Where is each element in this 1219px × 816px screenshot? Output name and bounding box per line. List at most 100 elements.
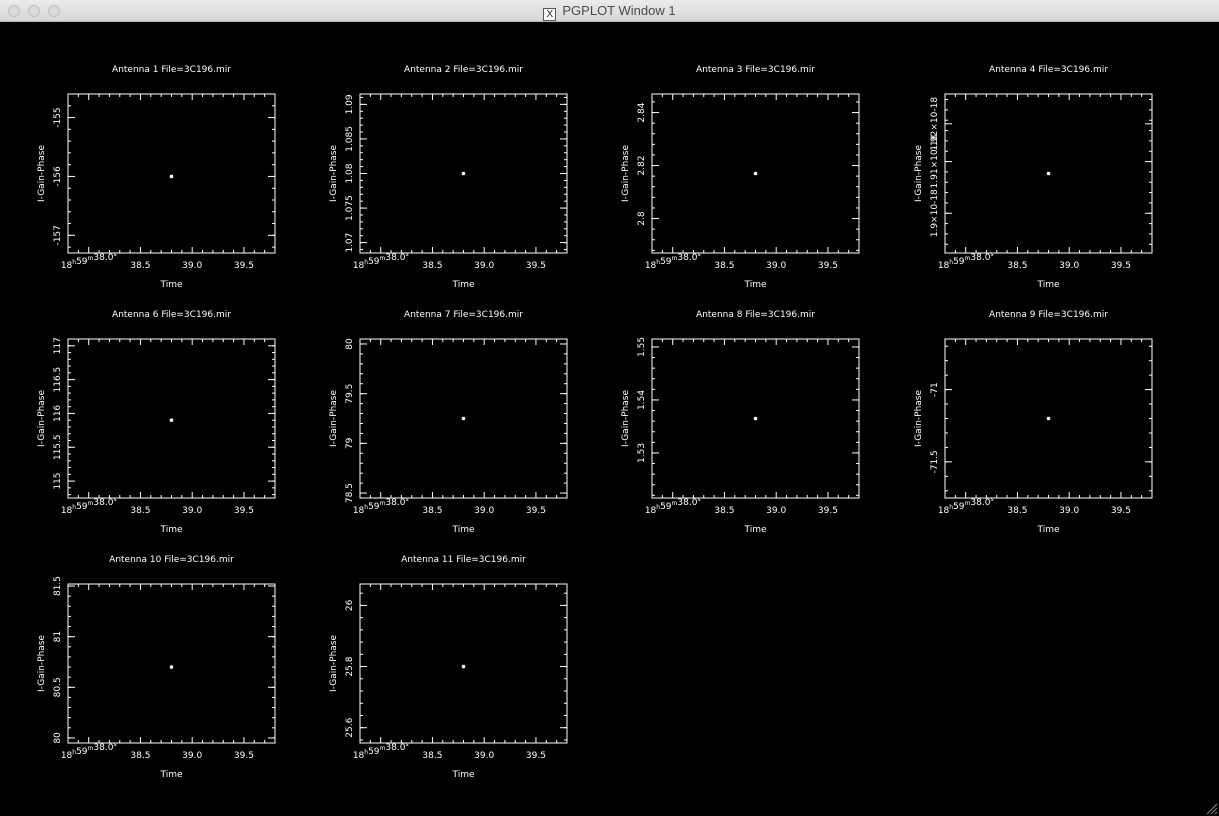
data-point [753,416,758,421]
x-tick-label: 38.5 [422,261,442,271]
y-axis-label: I-Gain-Phase [329,145,339,203]
x-tick-label: 38.5 [714,261,734,271]
y-tick-label: 26 [345,599,355,611]
plot-title: Antenna 4 File=3C196.mir [989,65,1108,75]
y-tick-label: 80 [345,338,355,350]
x-tick-label: 39.0 [1059,506,1079,516]
x-tick-label: 39.5 [818,506,838,516]
x-axis-label: Time [451,770,474,780]
x-tick-label: 39.5 [234,751,254,761]
x-tick-label: 18h59m38.0s [645,496,701,516]
x-tick-label: 39.0 [474,261,494,271]
x-tick-label: 39.0 [766,261,786,271]
data-point [461,171,466,176]
x-axis-label: Time [1036,525,1059,535]
y-tick-label: 2.82 [637,156,647,176]
x-axis-label: Time [451,525,474,535]
plot-title: Antenna 8 File=3C196.mir [696,310,815,320]
data-point [169,418,174,422]
antenna-plot-2: Antenna 2 File=3C196.mir 18h59m38.0s 38.5 3… [329,65,568,290]
antenna-plot-3: Antenna 3 File=3C196.mir 18h59m38.0s 38.5 3… [621,65,860,290]
plot-title: Antenna 3 File=3C196.mir [696,65,815,75]
y-tick-label: 1.53 [637,443,647,463]
y-tick-label: 115.5 [53,434,63,460]
y-tick-label: 80.5 [53,677,63,697]
y-tick-label: 81.5 [53,576,63,596]
plot-title: Antenna 2 File=3C196.mir [404,65,523,75]
y-tick-label: -155 [53,107,63,127]
plot-title: Antenna 9 File=3C196.mir [989,310,1108,320]
data-point [1046,416,1051,421]
x-tick-label: 38.5 [422,506,442,516]
antenna-plot-7: Antenna 8 File=3C196.mir 18h59m38.0s 38.5 3… [621,310,860,535]
y-tick-label: 1.55 [637,337,647,357]
plot-title: Antenna 1 File=3C196.mir [112,65,231,75]
x-tick-label: 39.5 [1111,261,1131,271]
plot-frame [67,583,276,744]
zoom-button[interactable] [48,5,60,17]
x-tick-label: 39.5 [234,506,254,516]
y-tick-label: 1.085 [345,126,355,152]
y-tick-label: 1.09 [345,94,355,114]
x-tick-label: 39.0 [766,506,786,516]
x-tick-label: 38.5 [1007,506,1027,516]
x-axis-label: Time [159,770,182,780]
antenna-plot-4: Antenna 4 File=3C196.mir 18h59m38.0s 38.5 3… [914,65,1153,290]
plot-frame [67,93,276,254]
y-tick-label: 116 [53,405,63,422]
minimize-button[interactable] [28,5,40,17]
x-axis-label: Time [743,525,766,535]
x-tick-label: 39.0 [182,751,202,761]
antenna-plot-9: Antenna 10 File=3C196.mir 18h59m38.0s 38.5… [37,555,276,780]
x-tick-label: 18h59m38.0s [645,251,701,271]
y-tick-label: 2.8 [637,211,647,226]
y-axis-label: I-Gain-Phase [37,635,47,693]
antenna-plot-8: Antenna 9 File=3C196.mir 18h59m38.0s 38.5 3… [914,310,1153,535]
x-tick-label: 18h59m38.0s [353,496,409,516]
y-tick-label: 25.8 [345,656,355,676]
data-point [753,171,758,176]
x-axis-label: Time [159,280,182,290]
plot-title: Antenna 6 File=3C196.mir [112,310,231,320]
y-axis-label: I-Gain-Phase [329,635,339,693]
y-tick-label: 79 [345,437,355,449]
window-title: PGPLOT Window 1 [562,3,676,18]
y-tick-label: 1.07 [345,233,355,253]
antenna-plot-5: Antenna 6 File=3C196.mir 18h59m38.0s 38.5 3… [37,310,276,535]
plot-canvas: Antenna 1 File=3C196.mir 18h59m38.0s 38.5 3… [37,65,1153,780]
window-titlebar[interactable]: X PGPLOT Window 1 [0,0,1219,22]
y-tick-label: 80 [53,732,63,744]
x-tick-label: 39.0 [182,506,202,516]
y-tick-label: -71 [930,382,940,397]
x-tick-label: 39.0 [1059,261,1079,271]
x-tick-label: 38.5 [422,751,442,761]
x-tick-label: 18h59m38.0s [61,251,117,271]
x-tick-label: 39.5 [526,506,546,516]
y-axis-label: I-Gain-Phase [621,390,631,448]
y-axis-label: I-Gain-Phase [621,145,631,203]
y-tick-label: 116.5 [53,367,63,393]
y-tick-label: -71.5 [930,450,940,473]
y-tick-label: 1.92×10-18 [930,97,940,151]
resize-grip-icon[interactable] [1205,802,1217,814]
plot-title: Antenna 7 File=3C196.mir [404,310,523,320]
y-tick-label: 81 [53,631,63,642]
y-tick-label: 115 [53,472,63,489]
antenna-plot-6: Antenna 7 File=3C196.mir 18h59m38.0s 38.5 3… [329,310,568,535]
y-axis-label: I-Gain-Phase [37,145,47,203]
y-tick-label: 1.075 [345,195,355,221]
x-tick-label: 39.5 [234,261,254,271]
x-tick-label: 38.5 [714,506,734,516]
antenna-plot-1: Antenna 1 File=3C196.mir 18h59m38.0s 38.5 3… [37,65,276,290]
x-tick-label: 39.5 [818,261,838,271]
data-point [1046,171,1051,176]
close-button[interactable] [8,5,20,17]
y-tick-label: 2.84 [637,102,647,122]
data-point [461,416,466,421]
y-axis-label: I-Gain-Phase [37,390,47,448]
x-axis-label: Time [451,280,474,290]
x-tick-label: 18h59m38.0s [61,741,117,761]
data-point [169,665,174,669]
x-tick-label: 18h59m38.0s [938,496,994,516]
y-tick-label: 1.54 [637,390,647,410]
